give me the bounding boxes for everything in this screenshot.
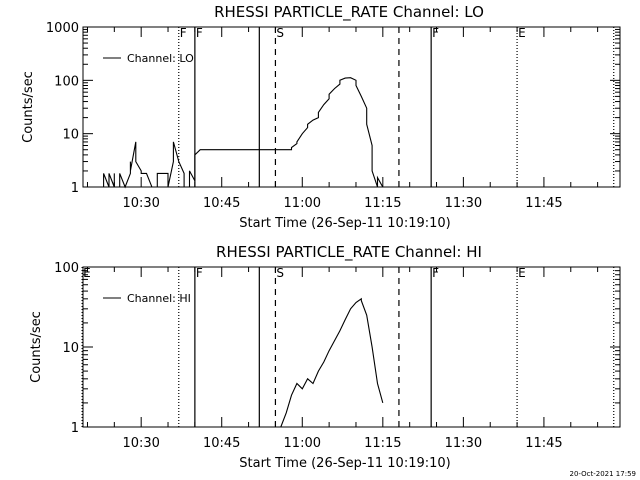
x-tick-label-lo: 10:45 (203, 196, 240, 211)
plot-frame-hi (82, 266, 621, 428)
series-line-hi (280, 297, 384, 428)
render-timestamp: 20-Oct-2021 17:59 (570, 470, 636, 478)
x-axis-label-hi: Start Time (26-Sep-11 10:19:10) (239, 456, 450, 471)
y-axis-label-lo: Counts/sec (21, 71, 36, 143)
x-tick-label-lo: 11:30 (445, 196, 482, 211)
event-label-hi: F (196, 266, 203, 280)
event-label-lo: F (180, 26, 187, 40)
y-tick-label-lo: 10 (62, 128, 79, 143)
legend-label-lo: Channel: LO (127, 52, 194, 65)
plot-frame-lo (82, 26, 621, 188)
x-tick-label-hi: 11:15 (364, 436, 401, 451)
event-label-hi: S (276, 266, 284, 280)
y-axis-label-hi: Counts/sec (29, 311, 44, 383)
x-tick-label-hi: 11:45 (525, 436, 562, 451)
event-label-hi: F (432, 266, 439, 280)
y-tick-label-hi: 10 (62, 341, 79, 356)
series-line-lo (103, 77, 394, 189)
x-tick-label-hi: 10:45 (203, 436, 240, 451)
legend-hi: Channel: HI (103, 292, 191, 305)
y-tick-label-lo: 1 (71, 181, 79, 196)
event-label-lo: S (276, 26, 284, 40)
x-axis-label-lo: Start Time (26-Sep-11 10:19:10) (239, 216, 450, 231)
x-tick-label-hi: 11:00 (284, 436, 321, 451)
x-tick-label-hi: 11:30 (445, 436, 482, 451)
event-label-lo: E (518, 26, 526, 40)
panel-hi: RHESSI PARTICLE_RATE Channel: HI 1 10 100 1… (29, 243, 621, 471)
x-tick-label-hi: 10:30 (122, 436, 159, 451)
y-tick-label-hi: 100 (54, 261, 79, 276)
y-tick-label-lo: 1000 (46, 21, 79, 36)
event-label-lo: F (196, 26, 203, 40)
event-label-hi: E (518, 266, 526, 280)
panel-lo: RHESSI PARTICLE_RATE Channel: LO 1 10 100 1… (21, 3, 621, 231)
x-tick-label-lo: 11:15 (364, 196, 401, 211)
event-label-lo: F (432, 26, 439, 40)
x-tick-label-lo: 11:45 (525, 196, 562, 211)
x-tick-label-lo: 10:30 (122, 196, 159, 211)
legend-label-hi: Channel: HI (127, 292, 191, 305)
y-tick-label-lo: 100 (54, 74, 79, 89)
chart-title-lo: RHESSI PARTICLE_RATE Channel: LO (214, 3, 484, 22)
x-tick-label-lo: 11:00 (284, 196, 321, 211)
legend-lo: Channel: LO (103, 52, 194, 65)
event-label-hi: E (83, 266, 91, 280)
y-tick-label-hi: 1 (71, 421, 79, 436)
chart-title-hi: RHESSI PARTICLE_RATE Channel: HI (216, 243, 482, 262)
